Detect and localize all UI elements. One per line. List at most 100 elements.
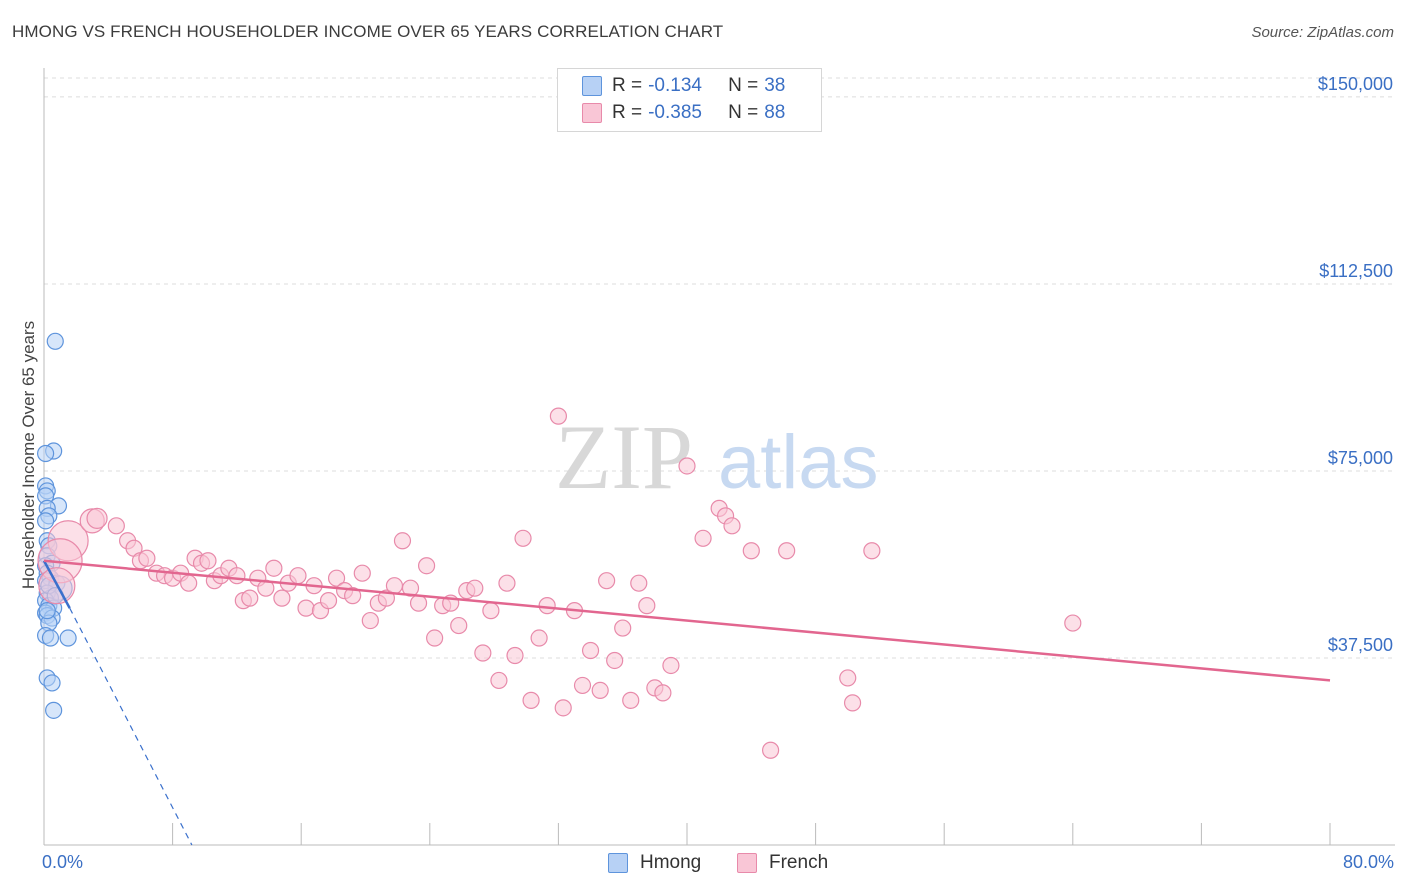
french-point-74 — [654, 684, 672, 702]
french-n-label: N = — [728, 102, 759, 123]
hmong-swatch — [582, 76, 602, 96]
french-point-65 — [581, 641, 600, 660]
hmong-n-label: N = — [728, 75, 759, 96]
french-point-33 — [319, 592, 338, 610]
french-point-38 — [361, 611, 379, 630]
hmong-r-value: -0.134 — [648, 75, 702, 96]
y-tick-label-3: $150,000 — [1318, 74, 1393, 94]
legend-hmong-swatch — [608, 853, 628, 873]
french-point-46 — [426, 629, 444, 647]
french-point-72 — [638, 597, 656, 615]
correlation-legend: R = -0.134 N = 38 R = -0.385 N = 88 — [557, 68, 822, 132]
legend-row-french: R = -0.385 N = 88 — [582, 101, 785, 125]
french-point-4 — [86, 507, 108, 529]
french-point-30 — [297, 599, 315, 617]
french-point-62 — [554, 699, 572, 717]
french-point-81 — [742, 542, 760, 560]
french-point-51 — [466, 579, 484, 597]
french-point-87 — [1064, 614, 1082, 632]
hmong-point-37 — [38, 602, 56, 620]
legend-item-french: French — [737, 852, 828, 874]
french-point-84 — [839, 669, 857, 687]
french-point-71 — [630, 574, 648, 592]
french-point-69 — [614, 619, 632, 637]
watermark: ZIP atlas — [555, 406, 879, 508]
french-point-76 — [678, 457, 696, 475]
french-point-68 — [606, 651, 624, 670]
french-point-77 — [694, 529, 712, 547]
french-point-9 — [138, 549, 156, 567]
hmong-point-31 — [59, 629, 77, 647]
hmong-trend-line — [42, 560, 71, 609]
legend-row-hmong: R = -0.134 N = 38 — [582, 74, 785, 98]
french-point-57 — [514, 529, 532, 547]
legend-hmong-label: Hmong — [640, 852, 702, 873]
french-point-58 — [522, 691, 540, 709]
x-tick-label-max: 80.0% — [1342, 852, 1394, 872]
french-point-54 — [490, 671, 508, 690]
hmong-point-0 — [46, 332, 64, 350]
series-legend: Hmong French — [0, 852, 1406, 876]
axes — [43, 68, 1395, 846]
french-point-23 — [241, 589, 259, 607]
french-point-86 — [863, 542, 881, 560]
french-point-27 — [273, 589, 291, 607]
french-point-53 — [482, 602, 500, 620]
y-tick-labels: $37,500 $75,000 $112,500 $150,000 — [1318, 74, 1393, 655]
hmong-n-value: 38 — [764, 75, 786, 96]
french-point-83 — [778, 542, 796, 560]
french-point-52 — [474, 644, 492, 662]
french-point-17 — [199, 552, 217, 570]
french-point-80 — [723, 517, 741, 535]
french-point-82 — [761, 741, 780, 759]
y-tick-label-0: $37,500 — [1328, 635, 1393, 655]
french-point-42 — [393, 532, 412, 550]
hmong-trend-extension — [69, 607, 193, 846]
french-point-44 — [409, 594, 428, 612]
french-point-85 — [843, 694, 862, 712]
legend-french-swatch — [737, 853, 757, 873]
chart-title: HMONG VS FRENCH HOUSEHOLDER INCOME OVER … — [12, 22, 724, 41]
source-label: Source: ZipAtlas.com — [1251, 24, 1394, 41]
french-point-56 — [506, 646, 524, 665]
french-point-59 — [530, 629, 548, 647]
gridlines — [44, 77, 1395, 659]
french-point-29 — [289, 567, 307, 585]
french-point-36 — [344, 587, 362, 605]
french-point-41 — [385, 577, 404, 595]
french-point-49 — [450, 616, 468, 635]
french-point-45 — [417, 557, 436, 575]
trend-lines — [42, 559, 1331, 846]
watermark-zip: ZIP — [555, 406, 693, 508]
french-point-67 — [598, 572, 616, 590]
french-point-61 — [549, 407, 568, 425]
french-point-37 — [353, 564, 371, 582]
hmong-point-34 — [45, 701, 63, 719]
french-point-60 — [538, 597, 556, 615]
hmong-point-33 — [43, 674, 61, 692]
watermark-atlas: atlas — [718, 420, 879, 505]
hmong-r-label: R = — [612, 75, 643, 96]
french-point-26 — [265, 559, 283, 577]
hmong-point-2 — [37, 444, 55, 463]
legend-french-label: French — [769, 852, 829, 873]
french-point-14 — [180, 574, 198, 592]
french-point-5 — [107, 517, 125, 535]
french-point-70 — [622, 691, 640, 709]
french-r-label: R = — [612, 102, 643, 123]
french-point-43 — [401, 579, 420, 597]
french-r-value: -0.385 — [648, 102, 702, 123]
x-tick-label-min: 0.0% — [42, 852, 84, 872]
y-tick-label-2: $112,500 — [1319, 261, 1393, 281]
french-trend-line — [43, 559, 1331, 682]
french-point-21 — [228, 567, 246, 585]
y-axis-label: Householder Income Over 65 years — [19, 320, 38, 590]
french-point-75 — [662, 656, 680, 675]
french-swatch — [582, 103, 602, 123]
french-point-55 — [498, 574, 516, 592]
french-point-64 — [573, 676, 592, 695]
hmong-point-9 — [37, 512, 55, 530]
hmong-point-30 — [41, 629, 60, 647]
y-tick-label-1: $75,000 — [1328, 448, 1393, 468]
